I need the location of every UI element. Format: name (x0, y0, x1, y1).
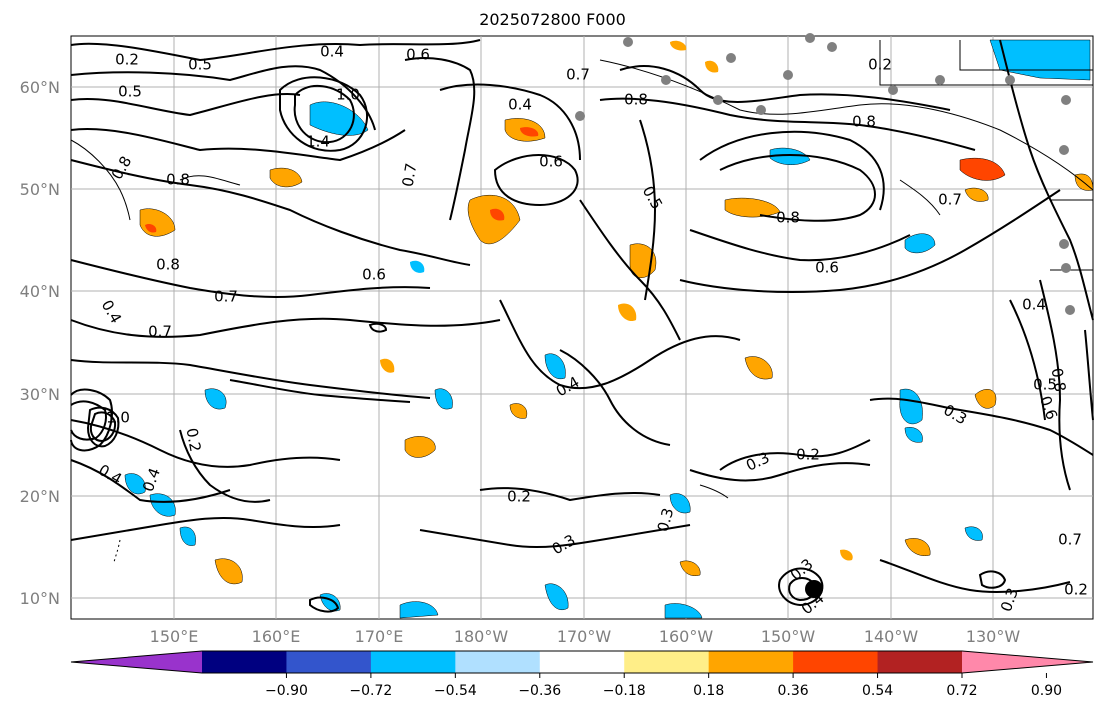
colorbar-segment (877, 651, 963, 673)
longitude-axis: 150°E 160°E 170°E 180°W 170°W 160°W 150°… (150, 627, 1021, 646)
contour-value-label: 0.6 (539, 153, 563, 171)
storm-center-marker (805, 580, 823, 598)
lat-label: 60°N (20, 78, 60, 97)
lon-label: 140°W (864, 627, 919, 646)
contour-value-label: 0.8 (156, 256, 180, 274)
lon-label: 130°W (966, 627, 1021, 646)
colorbar-tick-label: −0.18 (603, 683, 646, 699)
contour-value-label: 0.6 (815, 259, 839, 277)
lat-label: 40°N (20, 282, 60, 301)
contour-value-label: 0.7 (938, 191, 962, 209)
map-title: 2025072800 F000 (479, 10, 626, 29)
contour-lines (70, 39, 1094, 613)
colorbar-outline (70, 650, 1094, 674)
contour-value-label: 1.4 (306, 133, 330, 151)
contour-value-label: 0.8 (166, 171, 190, 189)
contour-value-label: 0.2 (183, 427, 205, 454)
lon-label: 160°W (659, 627, 714, 646)
lon-label: 160°E (252, 627, 301, 646)
lon-label: 170°W (557, 627, 612, 646)
colorbar-tick-label: −0.72 (349, 683, 392, 699)
contour-value-label: 0.8 (624, 91, 648, 109)
colorbar-segment (539, 651, 625, 673)
contour-value-label: 0.8 (1048, 367, 1070, 394)
contour-value-label: 0.3 (654, 506, 678, 534)
shaded-patches (124, 39, 1094, 619)
contour-value-label: 0.6 (362, 266, 386, 284)
lon-label: 180°W (454, 627, 509, 646)
graticule (71, 36, 1093, 619)
contour-value-label: 0.2 (115, 51, 139, 69)
contour-value-label: 0.7 (566, 66, 590, 84)
colorbar-segment (793, 651, 879, 673)
colorbar-tick-label: 0.90 (1031, 683, 1062, 699)
contour-value-label: 1.0 (106, 409, 130, 427)
contour-value-label: 1.0 (336, 86, 360, 104)
contour-value-label: 0.7 (214, 288, 238, 306)
lat-label: 10°N (20, 589, 60, 608)
lon-label: 150°W (761, 627, 816, 646)
contour-value-label: 0.2 (796, 446, 820, 464)
colorbar-tick-label: 0.36 (778, 683, 809, 699)
contour-value-label: 0.5 (188, 56, 212, 74)
latitude-axis: 60°N 50°N 40°N 30°N 20°N 10°N (20, 78, 60, 608)
lat-label: 20°N (20, 487, 60, 506)
contour-value-label: 0.6 (406, 46, 430, 64)
contour-value-label: 0.2 (507, 488, 531, 506)
colorbar-extend-low (71, 651, 202, 673)
contour-value-label: 0.8 (776, 209, 800, 227)
contour-value-label: 0.4 (508, 96, 532, 114)
lon-label: 170°E (355, 627, 404, 646)
map-panel (70, 33, 1094, 620)
contour-value-label: 0.2 (868, 56, 892, 74)
coastlines (70, 40, 1094, 563)
map-background (70, 35, 1094, 620)
colorbar-extend-high (962, 651, 1093, 673)
colorbar-segment (708, 651, 794, 673)
contour-value-label: 0.7 (1058, 531, 1082, 549)
contour-value-label: 0.7 (399, 162, 421, 189)
colorbar-segment (286, 651, 372, 673)
colorbar-segment (202, 651, 287, 673)
contour-value-label: 0.2 (1064, 581, 1088, 599)
colorbar (70, 650, 1094, 674)
contour-value-label: 0.4 (1022, 296, 1046, 314)
colorbar-tick-label: −0.54 (434, 683, 477, 699)
lat-label: 50°N (20, 180, 60, 199)
colorbar-segment (624, 651, 710, 673)
station-markers (575, 33, 1075, 315)
colorbar-tick-label: 0.72 (946, 683, 977, 699)
lon-label: 150°E (150, 627, 199, 646)
colorbar-tick-label: −0.36 (518, 683, 561, 699)
colorbar-tick-label: −0.90 (265, 683, 308, 699)
colorbar-labels: −0.90 −0.72 −0.54 −0.36 −0.18 0.18 0.36 0.54 0.7… (265, 673, 1062, 699)
colorbar-segment (455, 651, 541, 673)
contour-value-label: 0.8 (852, 113, 876, 131)
lat-label: 30°N (20, 385, 60, 404)
colorbar-segment (370, 651, 456, 673)
colorbar-tick-label: 0.18 (693, 683, 724, 699)
contour-value-label: 0.5 (118, 83, 142, 101)
colorbar-tick-label: 0.54 (862, 683, 893, 699)
contour-value-label: 0.5 (1033, 376, 1057, 394)
contour-value-label: 0.7 (148, 323, 172, 341)
contour-value-label: 0.4 (320, 43, 344, 61)
